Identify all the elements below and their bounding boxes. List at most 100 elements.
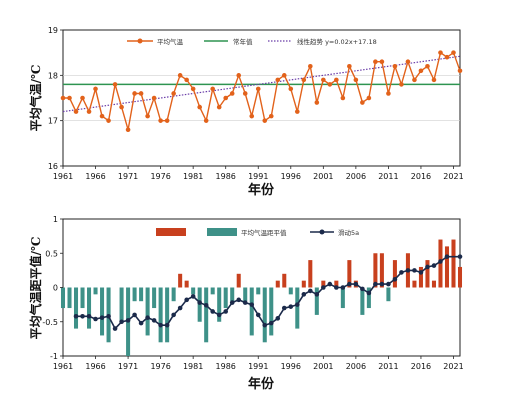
temperature-point [67, 95, 72, 101]
moving-average-point [132, 312, 137, 318]
moving-average-point [288, 304, 294, 309]
temperature-point [73, 109, 79, 114]
temperature-point [138, 91, 144, 96]
x-axis-label-bottom: 年份 [248, 376, 275, 392]
temperature-point [301, 77, 307, 83]
anomaly-bar [431, 280, 436, 288]
legend-trend-label: 线性趋势 y=0.02x+17.18 [297, 37, 377, 46]
moving-average-point [151, 318, 157, 323]
legend-ma-label: 滑动5a [338, 228, 359, 237]
temperature-point [216, 104, 222, 110]
temperature-point [236, 73, 242, 78]
temperature-point [431, 77, 437, 83]
moving-average-point [392, 276, 398, 282]
anomaly-bar [412, 280, 417, 288]
x-tick-label: 1996 [281, 172, 301, 181]
anomaly-bar [80, 287, 85, 309]
legend-temp-marker [137, 38, 143, 44]
temperature-point [132, 91, 137, 96]
temperature-line [63, 51, 461, 130]
temperature-point [229, 91, 235, 96]
temperature-point [145, 113, 150, 119]
x-tick-label: 1996 [281, 362, 301, 371]
temperature-series [60, 50, 463, 133]
x-ticks-bottom: 1961 1966 1971 1976 1981 1986 1991 1996 2001 2006… [53, 356, 464, 371]
x-tick-label: 2006 [346, 362, 366, 371]
x-tick-label: 2006 [346, 172, 366, 181]
moving-average-point [379, 281, 385, 287]
temperature-point [327, 82, 333, 87]
moving-average-point [223, 309, 229, 314]
x-tick-label: 1986 [216, 362, 236, 371]
moving-average-point [249, 302, 255, 307]
anomaly-bar [288, 287, 293, 295]
temperature-point [314, 100, 320, 105]
legend-ma-marker [319, 229, 325, 235]
temperature-point [321, 77, 326, 83]
y-axis-label-top: 平均气温/℃ [28, 65, 43, 132]
anomaly-bar [223, 287, 228, 309]
legend-temp-label: 平均气温 [157, 37, 184, 46]
moving-average-point [112, 326, 118, 331]
anomaly-bar [191, 287, 196, 295]
moving-average-point [184, 297, 189, 303]
moving-average-point [171, 312, 176, 318]
temperature-point [60, 95, 66, 101]
temperature-point [158, 118, 163, 123]
moving-average-point [275, 316, 281, 321]
temperature-point [347, 63, 352, 69]
anomaly-bar [87, 287, 92, 329]
temperature-point [164, 118, 170, 123]
x-tick-label: 2016 [411, 362, 431, 371]
anomaly-bar [184, 280, 189, 288]
legend-normal-label: 常年值 [233, 37, 253, 46]
moving-average-point [327, 281, 333, 287]
moving-average-point [93, 316, 98, 322]
anomaly-bar [392, 260, 397, 288]
legend-pos-swatch [156, 228, 186, 236]
temperature-point [340, 95, 346, 101]
legend-neg-swatch [207, 228, 237, 236]
temperature-point [412, 77, 417, 83]
y-tick-label: 18 [48, 71, 58, 80]
x-tick-label: 1991 [248, 172, 268, 181]
anomaly-bar [145, 287, 150, 336]
anomaly-bar [360, 287, 365, 315]
moving-average-point [438, 259, 443, 264]
temperature-point [223, 95, 229, 101]
temperature-point [399, 82, 404, 87]
anomaly-bar [425, 260, 430, 288]
x-tick-label: 2021 [443, 172, 463, 181]
temperature-point [151, 95, 157, 101]
y-tick-label: 1 [53, 215, 58, 224]
moving-average-point [158, 322, 163, 328]
x-tick-label: 1966 [85, 172, 105, 181]
moving-average-point [125, 318, 131, 323]
anomaly-bar [132, 287, 137, 302]
y-tick-label: 17 [48, 117, 58, 126]
anomaly-bar [230, 287, 235, 302]
anomaly-bar [334, 280, 339, 288]
moving-average-point [119, 319, 124, 325]
y-tick-label: 19 [48, 26, 58, 35]
x-tick-label: 2021 [443, 362, 463, 371]
temperature-point [353, 77, 359, 83]
anomaly-bar [295, 287, 300, 329]
temperature-point [366, 95, 372, 101]
temperature-point [457, 68, 463, 74]
x-tick-label: 1966 [85, 362, 105, 371]
anomaly-bar [256, 287, 261, 295]
anomaly-bar [139, 287, 144, 302]
anomaly-bar [100, 287, 105, 336]
moving-average-point [229, 300, 235, 305]
anomaly-bar [73, 287, 79, 329]
y-axis-label-bottom: 平均气温距平值/℃ [28, 237, 43, 340]
anomaly-bar [210, 287, 215, 295]
moving-average-point [164, 322, 170, 328]
anomaly-bar [366, 287, 371, 309]
anomaly-bar [451, 239, 456, 288]
anomaly-bar [236, 273, 241, 288]
moving-average-point [73, 313, 79, 319]
temperature-point [177, 73, 183, 78]
legend-anom-label: 平均气温距平值 [241, 228, 287, 237]
